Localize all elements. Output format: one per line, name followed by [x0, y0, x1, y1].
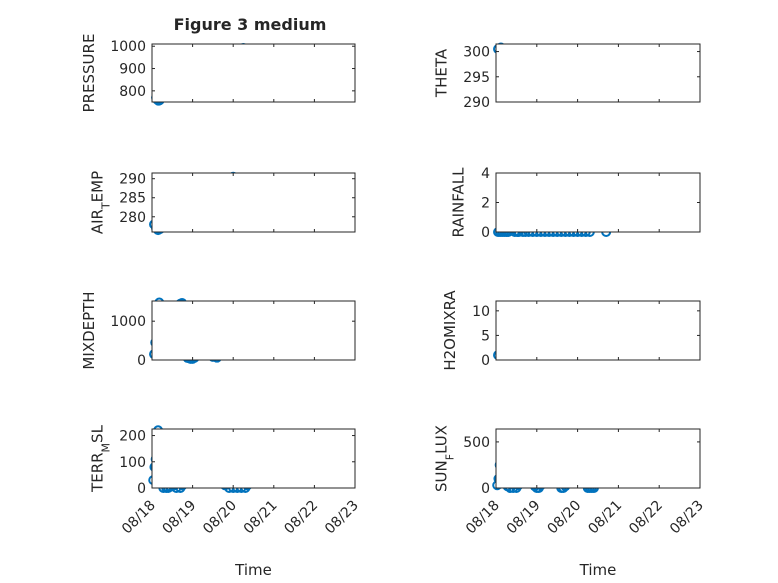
y-tick-label: 800: [119, 84, 146, 100]
figure-title: Figure 3 medium: [174, 15, 327, 34]
y-tick-label: 5: [481, 328, 490, 344]
y-tick-label: 200: [119, 429, 146, 445]
subplot-h2omixra: 0 5 10 H2OMIXRA: [441, 290, 701, 371]
y-axis-label: MIXDEPTH: [80, 291, 98, 369]
subplot-pressure: 800 900 1000 PRESSURE: [80, 34, 356, 113]
y-tick-label: 300: [463, 45, 490, 61]
subplot-mixdepth: 0 1000 MIXDEPTH: [80, 291, 356, 370]
y-tick-label: 0: [137, 353, 146, 369]
axes-frame: [495, 428, 701, 489]
subplot-rainfall: 0 2 4 RAINFALL: [450, 166, 701, 241]
y-tick-label: 290: [119, 172, 146, 188]
y-tick-label: 0: [481, 481, 490, 497]
y-axis-label: RAINFALL: [450, 167, 468, 238]
axes-frame: [495, 172, 701, 233]
y-tick-label: 0: [481, 225, 490, 241]
y-axis-label: PRESSURE: [80, 34, 98, 113]
subplot-air-temp: 280 285 290 AIRTEMP: [89, 171, 356, 236]
axes-frame: [151, 428, 356, 489]
x-axis-label: Time: [234, 561, 272, 579]
y-tick-label: 4: [481, 166, 490, 182]
y-axis-label: TERRMSL: [89, 424, 113, 493]
y-tick-label: 0: [137, 481, 146, 497]
y-axis-label: H2OMIXRA: [441, 290, 459, 371]
y-tick-label: 295: [463, 70, 490, 86]
y-tick-label: 290: [463, 95, 490, 111]
y-tick-label: 1000: [110, 314, 146, 330]
axes-frame: [151, 43, 356, 103]
y-tick-label: 10: [472, 304, 490, 320]
axes-frame: [151, 300, 356, 361]
axes-frame: [495, 43, 701, 103]
y-tick-label: 0: [481, 353, 490, 369]
axes-frame: [495, 300, 701, 361]
y-tick-label: 280: [119, 210, 146, 226]
y-tick-label: 100: [119, 455, 146, 471]
y-tick-label: 900: [119, 62, 146, 78]
y-tick-label: 285: [119, 191, 146, 207]
y-tick-label: 500: [463, 435, 490, 451]
y-tick-label: 1000: [110, 39, 146, 55]
x-axis-label: Time: [579, 561, 617, 579]
y-tick-label: 2: [481, 196, 490, 212]
subplot-theta: 290 295 300 THETA: [433, 42, 701, 111]
y-axis-label: THETA: [433, 48, 451, 98]
y-axis-label: SUNFLUX: [433, 425, 457, 492]
y-axis-label: AIRTEMP: [89, 171, 113, 234]
axes-frame: [151, 172, 356, 233]
